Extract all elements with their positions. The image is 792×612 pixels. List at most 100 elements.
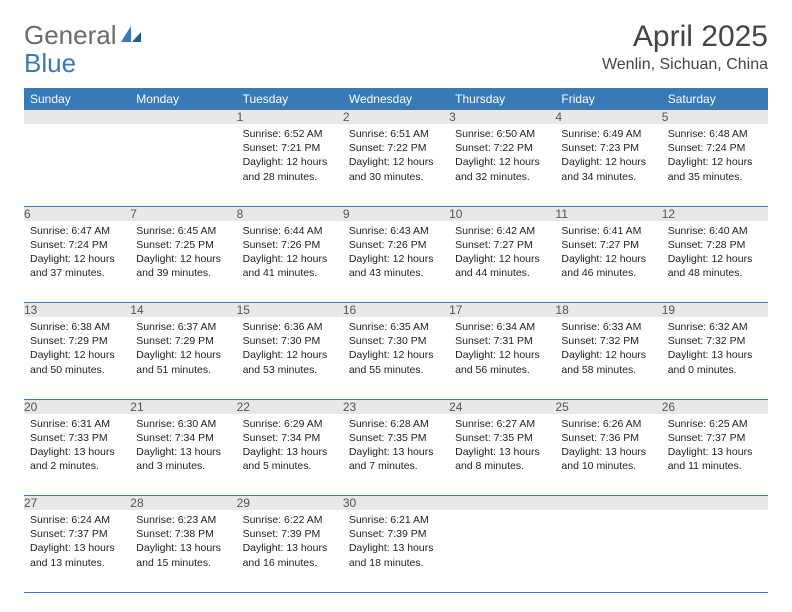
day-data: Sunrise: 6:32 AMSunset: 7:32 PMDaylight:… xyxy=(662,317,768,381)
day-number: 2 xyxy=(343,110,449,124)
day-cell: Sunrise: 6:50 AMSunset: 7:22 PMDaylight:… xyxy=(449,124,555,206)
day-data: Sunrise: 6:33 AMSunset: 7:32 PMDaylight:… xyxy=(555,317,661,381)
empty-cell xyxy=(24,124,130,206)
day-data-row: Sunrise: 6:31 AMSunset: 7:33 PMDaylight:… xyxy=(24,414,768,496)
day-data: Sunrise: 6:34 AMSunset: 7:31 PMDaylight:… xyxy=(449,317,555,381)
day-data: Sunrise: 6:48 AMSunset: 7:24 PMDaylight:… xyxy=(662,124,768,188)
day-cell: Sunrise: 6:38 AMSunset: 7:29 PMDaylight:… xyxy=(24,317,130,399)
day-cell: Sunrise: 6:29 AMSunset: 7:34 PMDaylight:… xyxy=(237,414,343,496)
day-number: 4 xyxy=(555,110,661,124)
day-data: Sunrise: 6:21 AMSunset: 7:39 PMDaylight:… xyxy=(343,510,449,574)
day-number: 20 xyxy=(24,399,130,414)
day-data-row: Sunrise: 6:24 AMSunset: 7:37 PMDaylight:… xyxy=(24,510,768,592)
day-number: 9 xyxy=(343,206,449,221)
day-data: Sunrise: 6:51 AMSunset: 7:22 PMDaylight:… xyxy=(343,124,449,188)
day-data-row: Sunrise: 6:52 AMSunset: 7:21 PMDaylight:… xyxy=(24,124,768,206)
day-data: Sunrise: 6:47 AMSunset: 7:24 PMDaylight:… xyxy=(24,221,130,285)
day-cell: Sunrise: 6:22 AMSunset: 7:39 PMDaylight:… xyxy=(237,510,343,592)
day-cell: Sunrise: 6:26 AMSunset: 7:36 PMDaylight:… xyxy=(555,414,661,496)
day-cell: Sunrise: 6:40 AMSunset: 7:28 PMDaylight:… xyxy=(662,221,768,303)
day-data: Sunrise: 6:41 AMSunset: 7:27 PMDaylight:… xyxy=(555,221,661,285)
day-data-row: Sunrise: 6:47 AMSunset: 7:24 PMDaylight:… xyxy=(24,221,768,303)
day-data: Sunrise: 6:23 AMSunset: 7:38 PMDaylight:… xyxy=(130,510,236,574)
day-data: Sunrise: 6:43 AMSunset: 7:26 PMDaylight:… xyxy=(343,221,449,285)
weekday-header: Thursday xyxy=(449,88,555,110)
day-number: 14 xyxy=(130,303,236,318)
day-number: 18 xyxy=(555,303,661,318)
day-cell: Sunrise: 6:45 AMSunset: 7:25 PMDaylight:… xyxy=(130,221,236,303)
day-data: Sunrise: 6:27 AMSunset: 7:35 PMDaylight:… xyxy=(449,414,555,478)
location: Wenlin, Sichuan, China xyxy=(602,56,768,74)
day-number: 13 xyxy=(24,303,130,318)
month-title: April 2025 xyxy=(602,20,768,54)
day-data: Sunrise: 6:22 AMSunset: 7:39 PMDaylight:… xyxy=(237,510,343,574)
day-cell: Sunrise: 6:31 AMSunset: 7:33 PMDaylight:… xyxy=(24,414,130,496)
day-cell: Sunrise: 6:42 AMSunset: 7:27 PMDaylight:… xyxy=(449,221,555,303)
day-cell: Sunrise: 6:21 AMSunset: 7:39 PMDaylight:… xyxy=(343,510,449,592)
calendar-body: 12345Sunrise: 6:52 AMSunset: 7:21 PMDayl… xyxy=(24,110,768,592)
day-number: 3 xyxy=(449,110,555,124)
day-number: 29 xyxy=(237,496,343,511)
day-cell: Sunrise: 6:30 AMSunset: 7:34 PMDaylight:… xyxy=(130,414,236,496)
day-cell: Sunrise: 6:23 AMSunset: 7:38 PMDaylight:… xyxy=(130,510,236,592)
day-cell: Sunrise: 6:48 AMSunset: 7:24 PMDaylight:… xyxy=(662,124,768,206)
day-data: Sunrise: 6:24 AMSunset: 7:37 PMDaylight:… xyxy=(24,510,130,574)
day-cell: Sunrise: 6:28 AMSunset: 7:35 PMDaylight:… xyxy=(343,414,449,496)
day-data: Sunrise: 6:35 AMSunset: 7:30 PMDaylight:… xyxy=(343,317,449,381)
weekday-header: Friday xyxy=(555,88,661,110)
day-cell: Sunrise: 6:43 AMSunset: 7:26 PMDaylight:… xyxy=(343,221,449,303)
day-data: Sunrise: 6:36 AMSunset: 7:30 PMDaylight:… xyxy=(237,317,343,381)
day-data-row: Sunrise: 6:38 AMSunset: 7:29 PMDaylight:… xyxy=(24,317,768,399)
day-number-row: 6789101112 xyxy=(24,206,768,221)
logo: General xyxy=(24,20,143,51)
day-cell: Sunrise: 6:52 AMSunset: 7:21 PMDaylight:… xyxy=(237,124,343,206)
weekday-header: Sunday xyxy=(24,88,130,110)
day-data: Sunrise: 6:28 AMSunset: 7:35 PMDaylight:… xyxy=(343,414,449,478)
day-number: 15 xyxy=(237,303,343,318)
day-cell: Sunrise: 6:32 AMSunset: 7:32 PMDaylight:… xyxy=(662,317,768,399)
empty-day-number xyxy=(662,496,768,511)
empty-cell xyxy=(130,124,236,206)
day-cell: Sunrise: 6:36 AMSunset: 7:30 PMDaylight:… xyxy=(237,317,343,399)
title-block: April 2025 Wenlin, Sichuan, China xyxy=(602,20,768,74)
empty-cell xyxy=(662,510,768,592)
day-data: Sunrise: 6:40 AMSunset: 7:28 PMDaylight:… xyxy=(662,221,768,285)
day-cell: Sunrise: 6:27 AMSunset: 7:35 PMDaylight:… xyxy=(449,414,555,496)
empty-day-number xyxy=(130,110,236,124)
day-number-row: 13141516171819 xyxy=(24,303,768,318)
day-data: Sunrise: 6:30 AMSunset: 7:34 PMDaylight:… xyxy=(130,414,236,478)
day-number: 19 xyxy=(662,303,768,318)
empty-day-number xyxy=(449,496,555,511)
day-cell: Sunrise: 6:41 AMSunset: 7:27 PMDaylight:… xyxy=(555,221,661,303)
day-data: Sunrise: 6:38 AMSunset: 7:29 PMDaylight:… xyxy=(24,317,130,381)
day-data: Sunrise: 6:49 AMSunset: 7:23 PMDaylight:… xyxy=(555,124,661,188)
day-number: 12 xyxy=(662,206,768,221)
day-data: Sunrise: 6:37 AMSunset: 7:29 PMDaylight:… xyxy=(130,317,236,381)
day-number: 5 xyxy=(662,110,768,124)
logo-text-general: General xyxy=(24,20,117,51)
day-number: 10 xyxy=(449,206,555,221)
day-number: 26 xyxy=(662,399,768,414)
weekday-header: Saturday xyxy=(662,88,768,110)
day-number-row: 27282930 xyxy=(24,496,768,511)
day-cell: Sunrise: 6:37 AMSunset: 7:29 PMDaylight:… xyxy=(130,317,236,399)
day-data: Sunrise: 6:44 AMSunset: 7:26 PMDaylight:… xyxy=(237,221,343,285)
day-number: 7 xyxy=(130,206,236,221)
empty-day-number xyxy=(555,496,661,511)
day-data: Sunrise: 6:25 AMSunset: 7:37 PMDaylight:… xyxy=(662,414,768,478)
weekday-header: Wednesday xyxy=(343,88,449,110)
day-number-row: 20212223242526 xyxy=(24,399,768,414)
day-cell: Sunrise: 6:34 AMSunset: 7:31 PMDaylight:… xyxy=(449,317,555,399)
day-cell: Sunrise: 6:25 AMSunset: 7:37 PMDaylight:… xyxy=(662,414,768,496)
day-cell: Sunrise: 6:51 AMSunset: 7:22 PMDaylight:… xyxy=(343,124,449,206)
day-number: 16 xyxy=(343,303,449,318)
day-data: Sunrise: 6:26 AMSunset: 7:36 PMDaylight:… xyxy=(555,414,661,478)
logo-line2: Blue xyxy=(24,48,76,79)
empty-cell xyxy=(555,510,661,592)
day-number: 6 xyxy=(24,206,130,221)
day-cell: Sunrise: 6:49 AMSunset: 7:23 PMDaylight:… xyxy=(555,124,661,206)
day-number-row: 12345 xyxy=(24,110,768,124)
day-cell: Sunrise: 6:44 AMSunset: 7:26 PMDaylight:… xyxy=(237,221,343,303)
empty-day-number xyxy=(24,110,130,124)
day-number: 27 xyxy=(24,496,130,511)
